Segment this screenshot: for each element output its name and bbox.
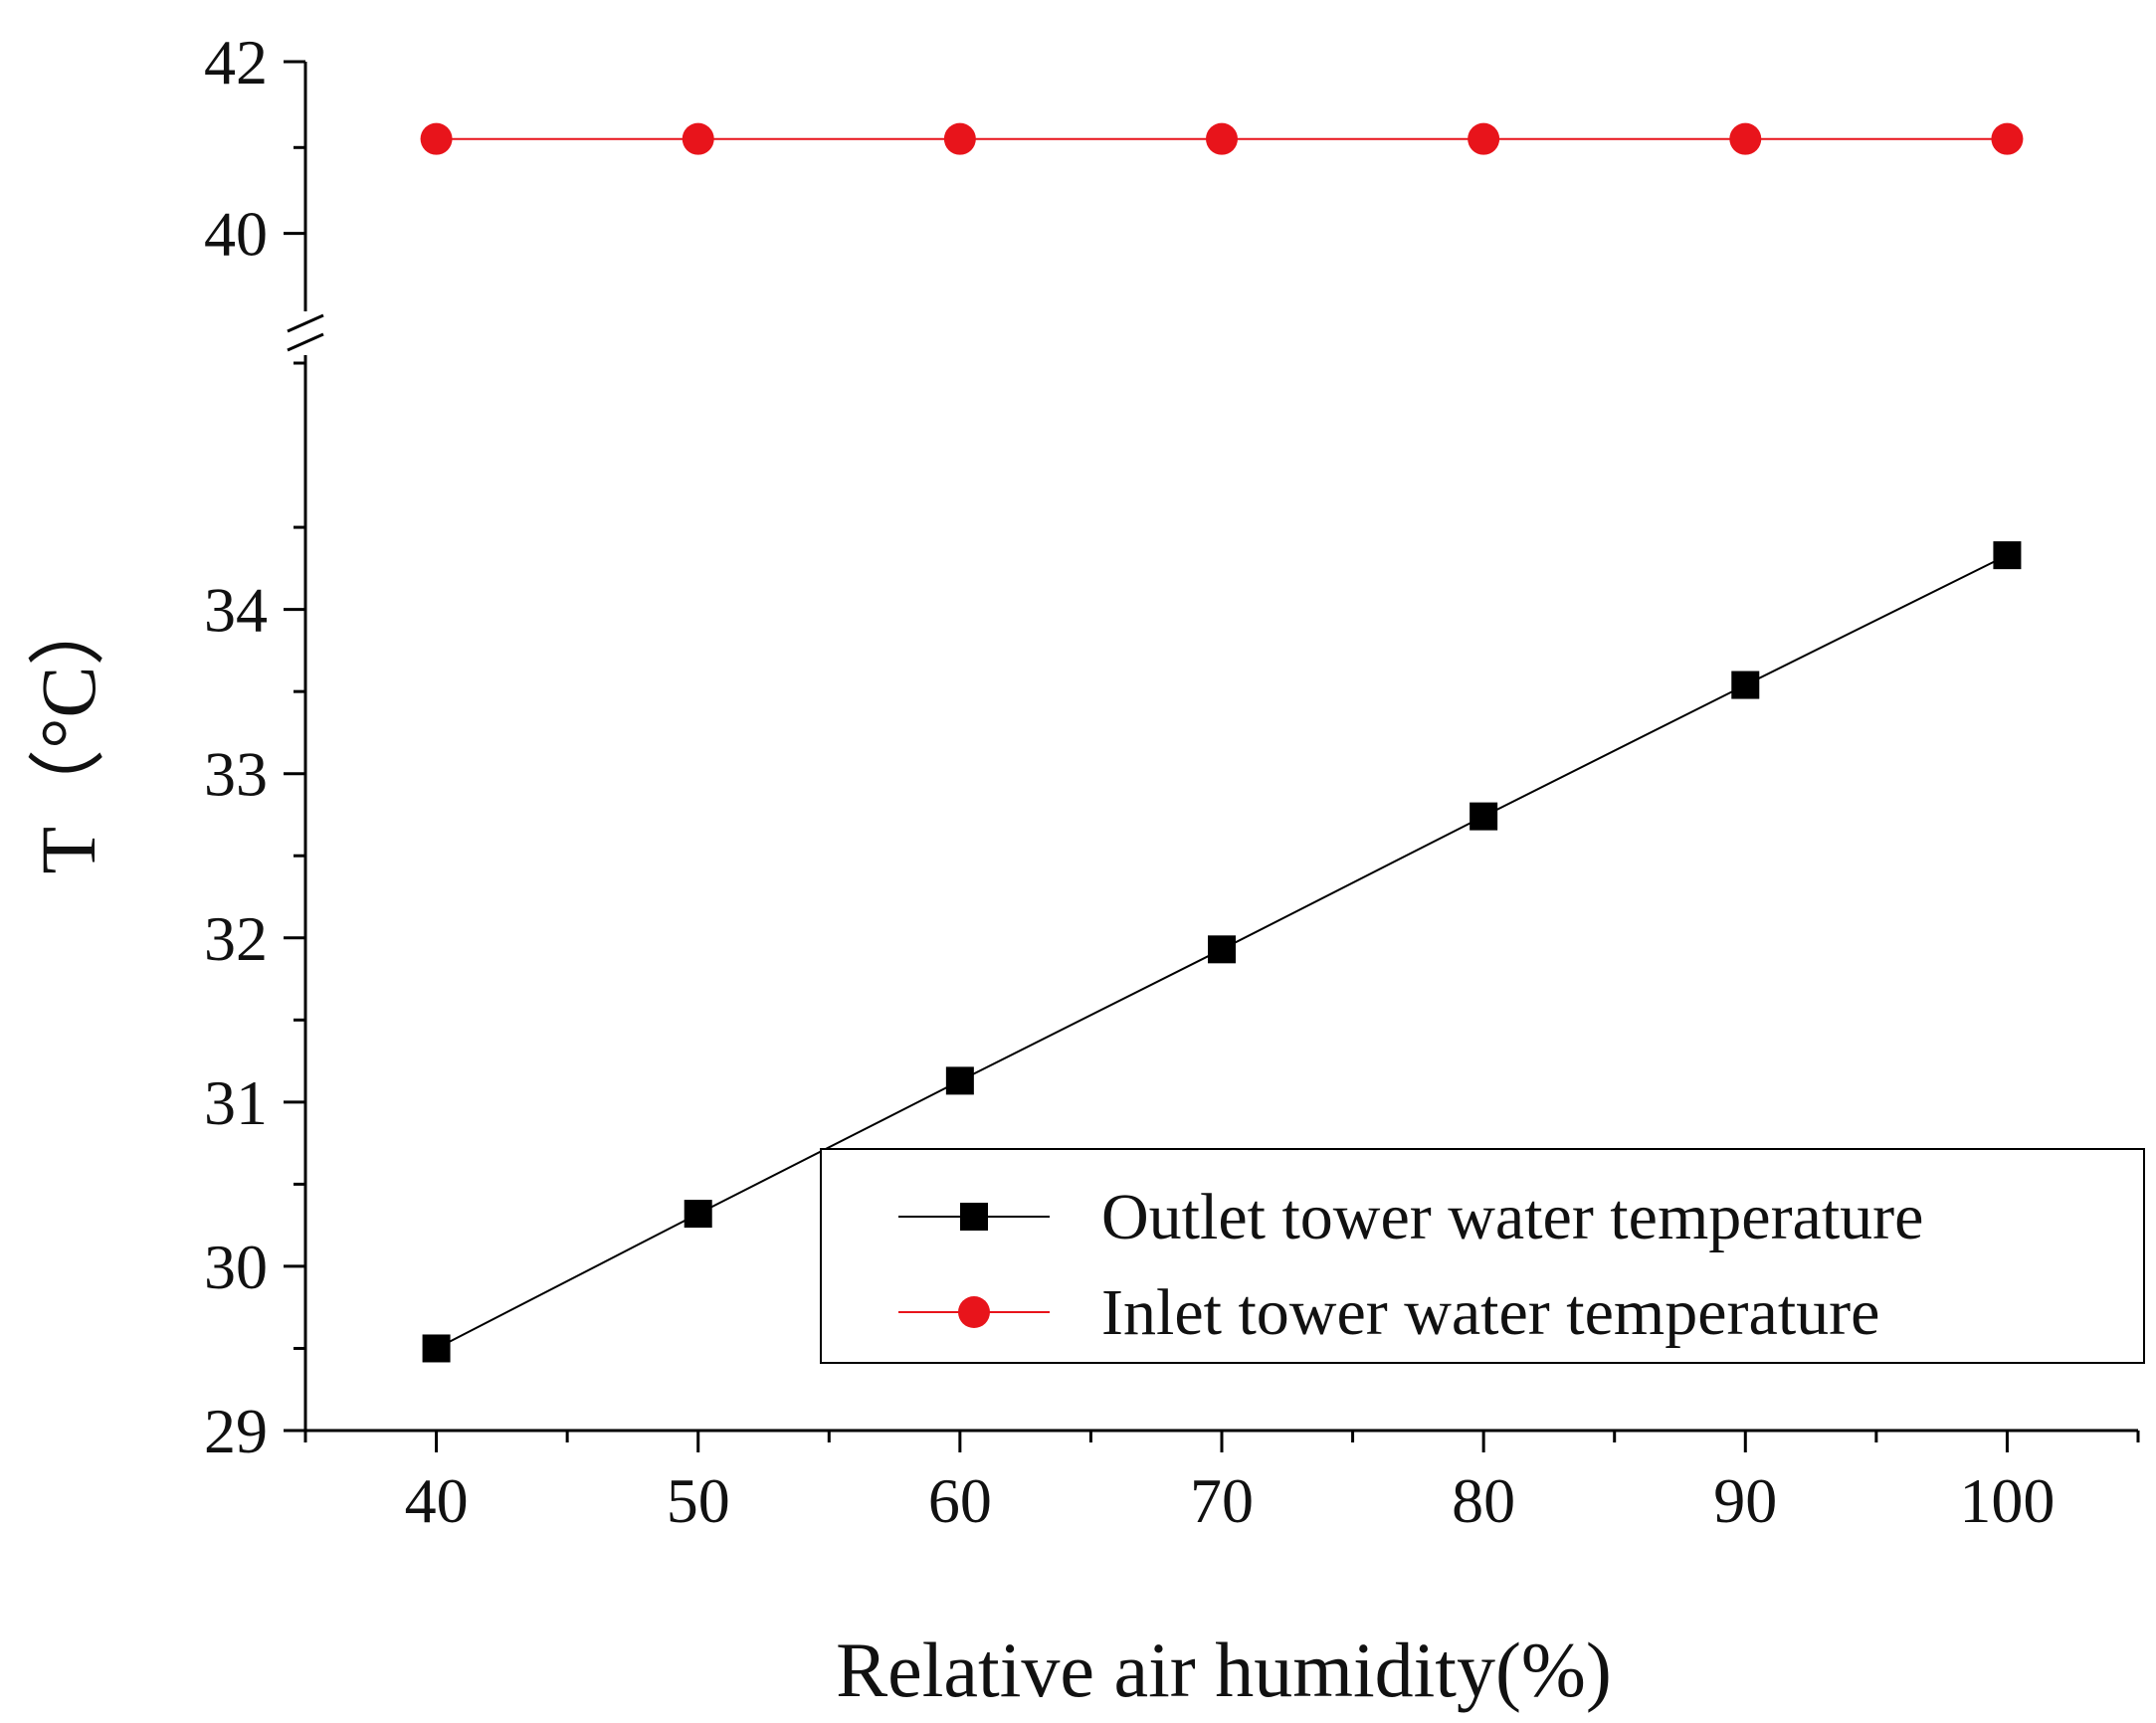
data-point-square (1731, 670, 1760, 699)
data-point-circle (943, 122, 976, 155)
x-tick-label: 100 (1959, 1465, 2055, 1536)
data-point-square (1208, 935, 1236, 964)
data-point-circle (1206, 122, 1238, 155)
y-tick-label: 31 (204, 1067, 268, 1138)
y-tick-label: 30 (204, 1232, 268, 1302)
y-axis-break-mark (287, 332, 324, 352)
data-point-circle (420, 122, 453, 155)
y-tick-label: 29 (204, 1396, 268, 1466)
x-tick-label: 50 (667, 1465, 730, 1536)
data-point-square (1470, 802, 1498, 831)
x-tick-label: 90 (1713, 1465, 1777, 1536)
y-tick-label: 42 (204, 27, 268, 97)
y-axis-title: T（°C） (25, 589, 111, 874)
x-tick-label: 80 (1452, 1465, 1515, 1536)
data-point-square (422, 1334, 451, 1363)
legend-label-2: Inlet tower water temperature (1101, 1276, 1879, 1349)
data-point-circle (1991, 122, 2024, 155)
y-axis-break-mark (287, 313, 324, 333)
y-tick-label: 32 (204, 903, 268, 974)
x-tick-label: 40 (405, 1465, 469, 1536)
data-point-circle (682, 122, 714, 155)
series-markers (420, 122, 2024, 1363)
x-tick-label: 70 (1190, 1465, 1254, 1536)
legend-label-1: Outlet tower water temperature (1101, 1181, 1923, 1253)
y-tick-label: 34 (204, 575, 268, 646)
y-tick-label: 33 (204, 739, 268, 810)
y-tick-label: 40 (204, 199, 268, 270)
x-axis-title: Relative air humidity(%) (836, 1627, 1612, 1713)
data-point-circle (1729, 122, 1762, 155)
x-tick-label: 60 (928, 1465, 992, 1536)
data-point-square (684, 1200, 712, 1229)
axes: 40 50 60 70 80 90 100 29 30 31 32 33 34 40 42 (204, 27, 2140, 1536)
legend-marker-circle (958, 1296, 990, 1328)
data-point-circle (1468, 122, 1500, 155)
legend: Outlet tower water temperature Inlet towe… (820, 1148, 2145, 1364)
data-point-square (945, 1066, 974, 1095)
legend-box (820, 1148, 2145, 1364)
legend-marker-square (960, 1203, 988, 1231)
data-point-square (1993, 541, 2022, 570)
